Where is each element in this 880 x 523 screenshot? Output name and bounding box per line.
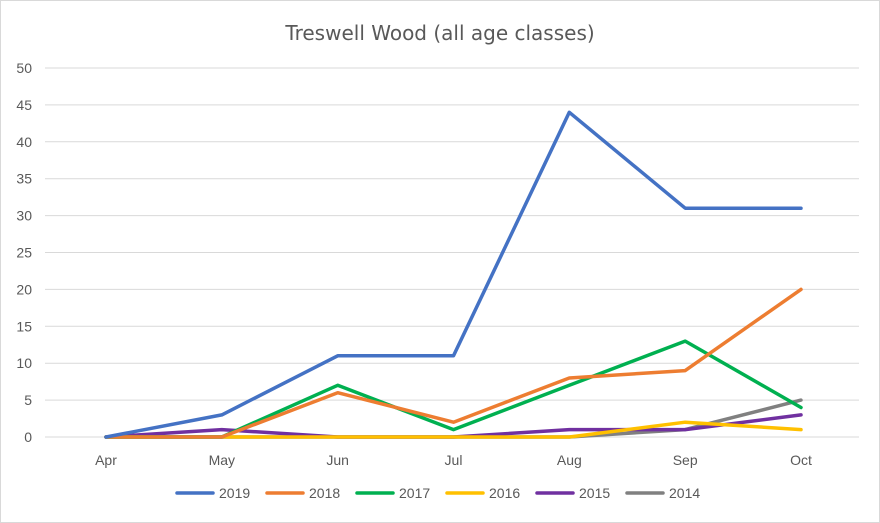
x-axis-ticks: Apr May Jun Jul Aug Sep Oct (95, 452, 812, 468)
y-tick-label: 20 (16, 281, 32, 297)
x-tick-label: Oct (790, 452, 812, 468)
y-tick-label: 25 (16, 245, 32, 261)
y-tick-label: 15 (16, 318, 32, 334)
x-tick-label: Apr (95, 452, 117, 468)
x-tick-label: Jul (445, 452, 463, 468)
y-tick-label: 40 (16, 134, 32, 150)
x-tick-label: Sep (673, 452, 698, 468)
legend: 2019 2018 2017 2016 2015 2014 (175, 485, 700, 501)
legend-label-2019: 2019 (219, 485, 250, 501)
x-tick-label: Aug (557, 452, 582, 468)
y-tick-label: 10 (16, 355, 32, 371)
y-tick-label: 35 (16, 171, 32, 187)
x-tick-label: Jun (326, 452, 349, 468)
series-line-2019 (104, 110, 803, 439)
y-tick-label: 0 (24, 429, 32, 445)
series-line-2018 (104, 287, 803, 439)
series-lines (104, 110, 803, 439)
x-tick-label: May (209, 452, 235, 468)
y-tick-label: 50 (16, 60, 32, 76)
y-tick-label: 5 (24, 392, 32, 408)
legend-label-2016: 2016 (489, 485, 520, 501)
legend-label-2015: 2015 (579, 485, 610, 501)
legend-label-2017: 2017 (399, 485, 430, 501)
y-tick-label: 30 (16, 208, 32, 224)
legend-label-2014: 2014 (669, 485, 700, 501)
legend-label-2018: 2018 (309, 485, 340, 501)
grid-lines (45, 67, 859, 438)
chart-title: Treswell Wood (all age classes) (284, 21, 594, 45)
y-tick-label: 45 (16, 97, 32, 113)
y-axis-ticks: 0 5 10 15 20 25 30 35 40 45 50 (16, 60, 32, 445)
